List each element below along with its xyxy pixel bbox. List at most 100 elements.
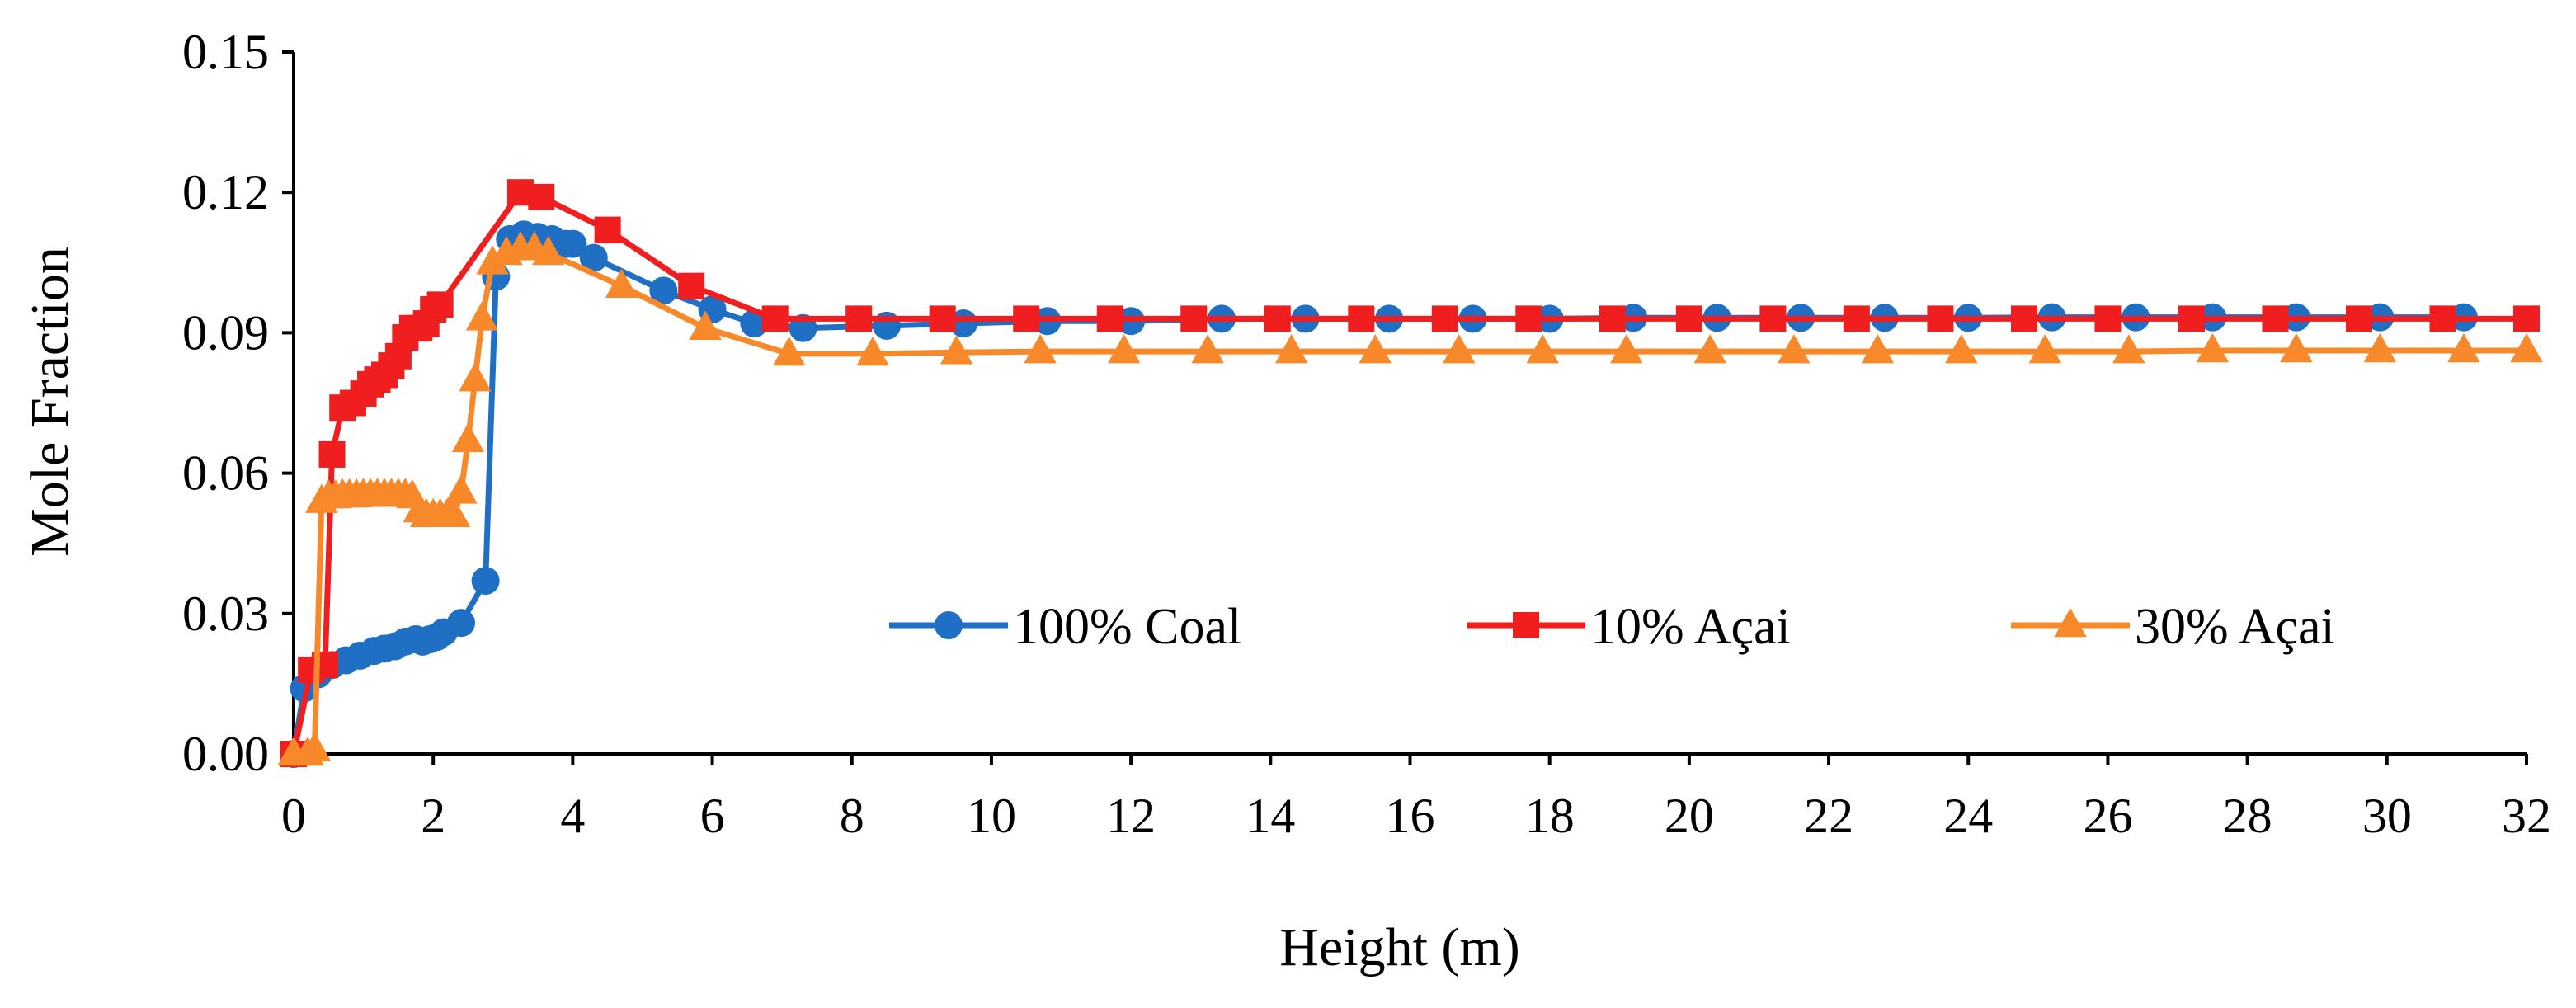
- data-point: [1096, 305, 1123, 332]
- data-point: [1778, 334, 1811, 364]
- data-point: [1843, 305, 1870, 332]
- y-tick-label: 0.15: [182, 25, 269, 79]
- data-point: [761, 305, 789, 332]
- x-axis-ticks: 0 2 4 6 8 10 12 14 16 18 20 22 24 26 28 30 32: [281, 754, 2551, 843]
- data-point: [2010, 305, 2037, 332]
- data-point: [1610, 334, 1643, 364]
- data-point: [445, 474, 478, 504]
- y-tick-label: 0.00: [182, 727, 269, 781]
- legend-label: 10% Açai: [1590, 599, 1791, 655]
- data-point: [1264, 305, 1291, 332]
- legend-item: 100% Coal: [889, 599, 1241, 655]
- data-point: [437, 497, 471, 527]
- series-circle: [280, 220, 2478, 768]
- y-tick-label: 0.03: [182, 586, 269, 641]
- x-tick-label: 10: [967, 789, 1016, 843]
- y-axis-ticks: 0.00 0.03 0.06 0.09 0.12 0.15: [182, 25, 294, 781]
- x-tick-label: 14: [1246, 789, 1295, 843]
- data-point: [2429, 305, 2456, 332]
- x-tick-label: 20: [1665, 789, 1714, 843]
- data-point: [1107, 334, 1141, 364]
- data-point: [2196, 332, 2230, 363]
- data-point: [2028, 334, 2062, 364]
- data-point: [772, 336, 806, 366]
- legend-label: 100% Coal: [1013, 599, 1241, 655]
- data-point: [471, 567, 500, 596]
- x-tick-label: 6: [700, 789, 725, 843]
- data-point: [532, 235, 565, 266]
- data-point: [1024, 334, 1057, 364]
- x-tick-label: 30: [2362, 789, 2412, 843]
- y-axis-label: Mole Fraction: [20, 247, 80, 557]
- data-point: [1442, 334, 1476, 364]
- legend-label: 30% Açai: [2135, 599, 2335, 655]
- x-tick-label: 26: [2083, 789, 2132, 843]
- data-point: [447, 609, 476, 638]
- data-point: [2510, 332, 2543, 363]
- y-tick-label: 0.06: [182, 446, 269, 501]
- data-point: [845, 305, 873, 332]
- x-tick-label: 24: [1943, 789, 1993, 843]
- data-point: [929, 305, 956, 332]
- legend: 100% Coal 10% Açai 30% Açai: [889, 599, 2335, 655]
- data-point: [528, 183, 555, 210]
- data-point: [856, 336, 889, 366]
- data-point: [476, 245, 509, 275]
- x-tick-label: 22: [1804, 789, 1853, 843]
- data-point: [2280, 332, 2313, 363]
- data-point: [465, 301, 499, 331]
- data-point: [1945, 334, 1978, 364]
- data-point: [2178, 305, 2205, 332]
- data-point: [605, 268, 638, 298]
- data-point: [2112, 334, 2145, 364]
- x-tick-label: 18: [1525, 789, 1575, 843]
- data-point: [689, 310, 722, 341]
- legend-item: 10% Açai: [1467, 599, 1791, 655]
- data-point: [1759, 305, 1787, 332]
- x-tick-label: 16: [1386, 789, 1435, 843]
- data-point: [426, 291, 454, 318]
- data-point: [1359, 334, 1392, 364]
- data-point: [1191, 334, 1224, 364]
- data-point: [649, 276, 678, 305]
- y-tick-label: 0.09: [182, 305, 269, 360]
- data-point: [2447, 332, 2480, 363]
- data-point: [558, 229, 587, 258]
- series-triangle: [277, 231, 2543, 766]
- x-tick-label: 0: [281, 789, 306, 843]
- series-layer: [277, 179, 2543, 768]
- data-point: [940, 335, 973, 365]
- data-point: [579, 243, 608, 272]
- data-point: [1515, 305, 1542, 332]
- axes: 0 2 4 6 8 10 12 14 16 18 20 22 24 26 28 30 32 0.000.030.…: [182, 25, 2551, 843]
- data-point: [1693, 334, 1726, 364]
- x-tick-label: 12: [1106, 789, 1156, 843]
- x-tick-label: 2: [421, 789, 445, 843]
- x-tick-label: 8: [840, 789, 864, 843]
- y-tick-label: 0.12: [182, 165, 269, 219]
- data-point: [1180, 305, 1208, 332]
- x-tick-label: 32: [2502, 789, 2551, 843]
- x-tick-label: 28: [2223, 789, 2272, 843]
- legend-swatch-marker: [2054, 607, 2087, 638]
- data-point: [1675, 305, 1702, 332]
- data-point: [1599, 305, 1626, 332]
- series-square: [280, 179, 2540, 767]
- data-point: [2345, 305, 2372, 332]
- data-point: [594, 216, 621, 243]
- legend-item: 30% Açai: [2011, 599, 2335, 655]
- data-point: [1526, 334, 1559, 364]
- legend-swatch-marker: [935, 611, 963, 639]
- data-point: [451, 422, 485, 453]
- legend-swatch-marker: [1513, 612, 1539, 638]
- data-point: [459, 362, 492, 392]
- data-point: [1274, 334, 1308, 364]
- data-point: [1861, 334, 1894, 364]
- data-point: [1431, 305, 1458, 332]
- data-point: [678, 272, 705, 299]
- data-point: [1013, 305, 1040, 332]
- x-tick-label: 4: [560, 789, 585, 843]
- x-axis-label: Height (m): [1279, 917, 1519, 977]
- data-point: [2513, 305, 2540, 332]
